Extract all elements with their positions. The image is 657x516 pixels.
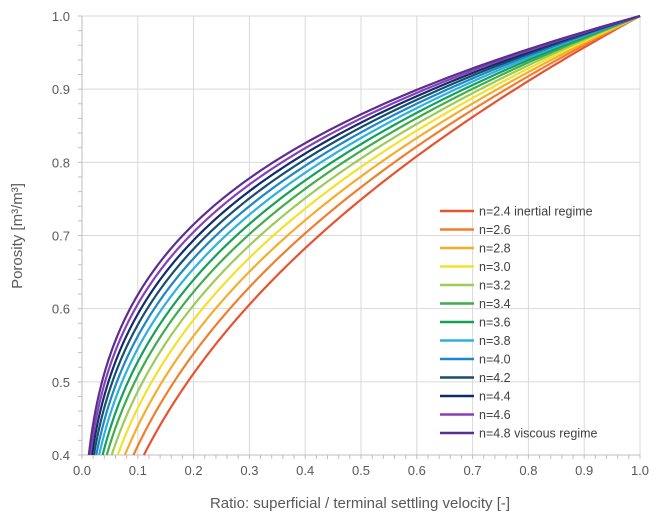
legend-label: n=3.0: [479, 260, 511, 274]
y-tick-label: 0.7: [52, 229, 70, 244]
legend-label: n=3.4: [479, 297, 511, 311]
legend-label: n=4.6: [479, 408, 511, 422]
x-tick-label: 0.0: [73, 463, 91, 478]
legend-label: n=4.2: [479, 371, 511, 385]
x-tick-label: 0.3: [240, 463, 258, 478]
legend-label: n=4.4: [479, 390, 511, 404]
x-tick-label: 0.4: [296, 463, 314, 478]
legend-label: n=3.6: [479, 316, 511, 330]
y-axis-title: Porosity [m³/m³]: [9, 183, 26, 289]
legend: n=2.4 inertial regime n=2.6 n=2.8 n=3.0 n=3.…: [440, 205, 598, 441]
y-tick-label: 0.8: [52, 155, 70, 170]
legend-label: n=2.8: [479, 242, 511, 256]
y-tick-label: 0.4: [52, 448, 70, 463]
y-tick-label: 0.9: [52, 82, 70, 97]
x-tick-label: 0.6: [408, 463, 426, 478]
x-tick-label: 0.2: [185, 463, 203, 478]
x-tick-label: 0.5: [352, 463, 370, 478]
x-tick-label: 0.9: [575, 463, 593, 478]
x-tick-label: 0.7: [464, 463, 482, 478]
y-tick-label: 0.5: [52, 375, 70, 390]
legend-label: n=4.0: [479, 353, 511, 367]
legend-label: n=3.8: [479, 334, 511, 348]
x-tick-label: 0.8: [519, 463, 537, 478]
legend-label: n=4.8 viscous regime: [479, 427, 598, 441]
x-tick-label: 0.1: [129, 463, 147, 478]
y-tick-label: 1.0: [52, 9, 70, 24]
legend-label: n=2.6: [479, 223, 511, 237]
grid-layer: [78, 16, 640, 459]
legend-label: n=2.4 inertial regime: [479, 205, 593, 219]
x-axis-title: Ratio: superficial / terminal settling v…: [210, 495, 510, 512]
x-tick-label: 1.0: [631, 463, 649, 478]
legend-label: n=3.2: [479, 279, 511, 293]
y-tick-label: 0.6: [52, 302, 70, 317]
tick-layer: 0.0 0.1 0.2 0.3 0.4 0.5 0.6 0.7 0.8 0.9 1.0 0.4 0.5 0…: [52, 9, 649, 478]
